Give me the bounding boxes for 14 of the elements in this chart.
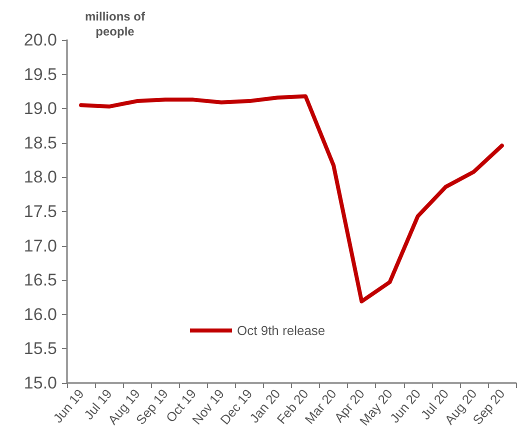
y-tick-label: 20.0 — [24, 30, 57, 50]
y-tick-label: 16.5 — [24, 270, 57, 290]
line-series — [79, 94, 504, 304]
y-tick-label: 18.0 — [24, 168, 57, 187]
y-tick-label: 17.5 — [24, 202, 57, 221]
y-tick-label: 19.5 — [24, 64, 57, 84]
y-tick-label: 15.0 — [24, 374, 57, 392]
y-tick-label: 17.0 — [24, 236, 57, 256]
y-axis-title: millions of people — [85, 10, 146, 38]
legend-label: Oct 9th release — [237, 323, 326, 338]
y-tick-label: 15.5 — [24, 339, 57, 358]
y-tick-label: 16.0 — [24, 304, 57, 324]
y-tick-label: 18.5 — [24, 133, 57, 152]
y-tick-label: 19.0 — [24, 99, 57, 118]
